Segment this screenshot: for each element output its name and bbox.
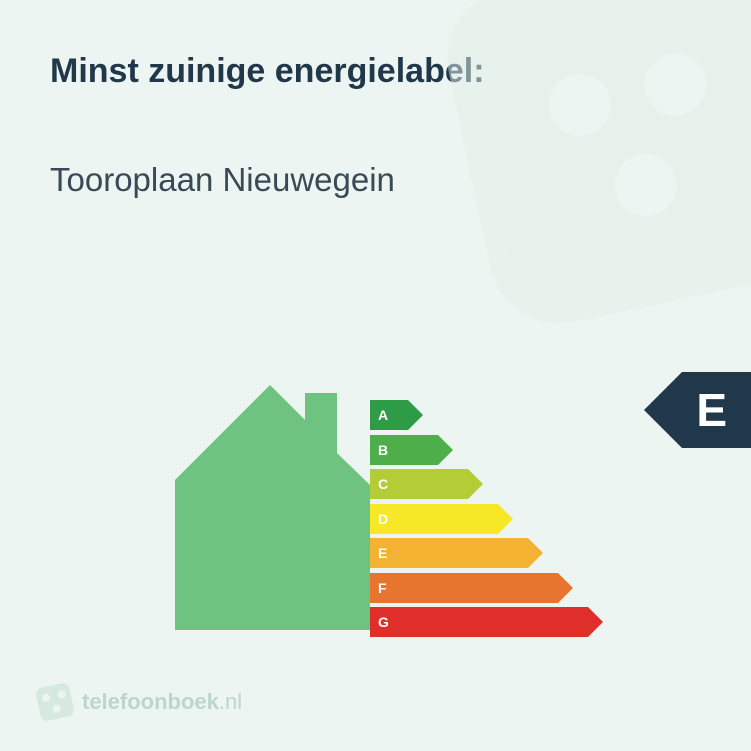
badge-arrow-icon <box>644 372 682 448</box>
energy-bars: A B C D E F G <box>370 400 588 642</box>
footer-brand: telefoonboek.nl <box>38 685 242 719</box>
energy-bar-b: B <box>370 435 588 465</box>
bar-label: D <box>378 511 388 527</box>
energy-label-card: Minst zuinige energielabel: Tooroplaan N… <box>0 0 751 751</box>
energy-bar-g: G <box>370 607 588 637</box>
energy-bar-a: A <box>370 400 588 430</box>
bar-label: G <box>378 614 389 630</box>
footer-tld: .nl <box>219 689 242 714</box>
footer-brand-name: telefoonboek <box>82 689 219 714</box>
energy-bar-f: F <box>370 573 588 603</box>
energy-bar-c: C <box>370 469 588 499</box>
rating-badge: E <box>644 372 751 448</box>
bar-label: A <box>378 407 388 423</box>
bar-shape <box>370 400 408 430</box>
energy-bar-e: E <box>370 538 588 568</box>
bar-label: E <box>378 545 387 561</box>
bar-shape <box>370 607 588 637</box>
page-subtitle: Tooroplaan Nieuwegein <box>50 161 701 199</box>
bar-shape <box>370 573 558 603</box>
footer-text: telefoonboek.nl <box>82 689 242 715</box>
energy-chart: A B C D E F G E <box>0 370 751 630</box>
page-title: Minst zuinige energielabel: <box>50 52 701 91</box>
bar-shape <box>370 538 528 568</box>
bar-label: B <box>378 442 388 458</box>
footer-logo-icon <box>35 682 75 722</box>
bar-shape <box>370 504 498 534</box>
badge-letter: E <box>682 372 751 448</box>
bar-label: F <box>378 580 387 596</box>
energy-bar-d: D <box>370 504 588 534</box>
house-icon <box>175 385 370 630</box>
bar-label: C <box>378 476 388 492</box>
